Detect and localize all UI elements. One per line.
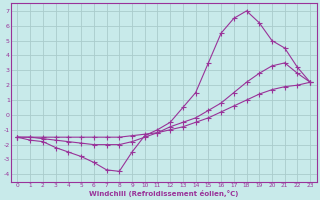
X-axis label: Windchill (Refroidissement éolien,°C): Windchill (Refroidissement éolien,°C) <box>89 190 238 197</box>
